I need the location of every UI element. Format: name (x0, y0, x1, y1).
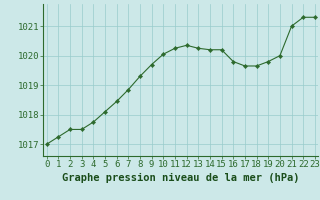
X-axis label: Graphe pression niveau de la mer (hPa): Graphe pression niveau de la mer (hPa) (62, 173, 300, 183)
